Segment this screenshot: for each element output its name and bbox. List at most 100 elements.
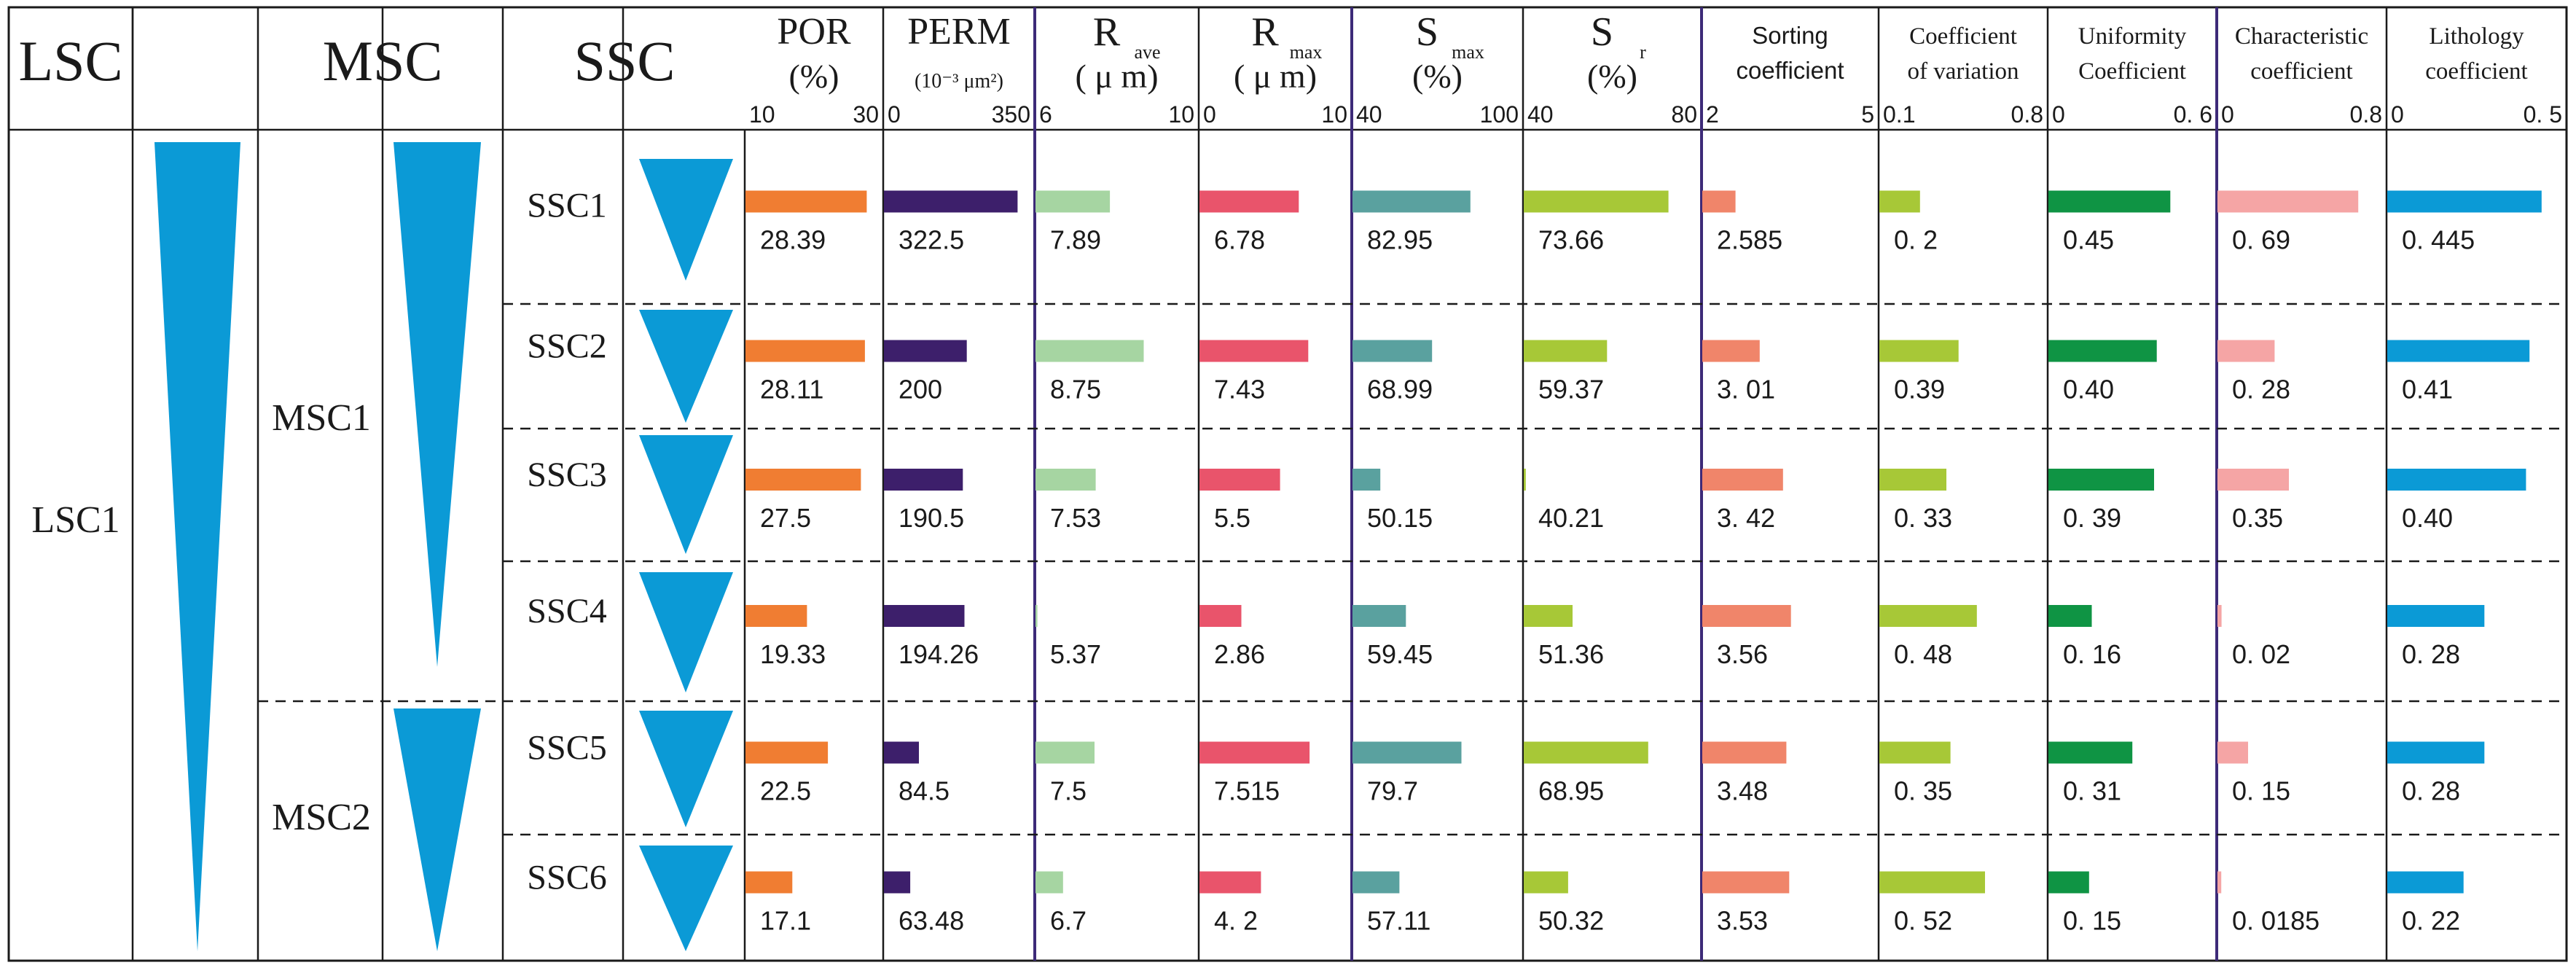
value-label-rmax: 7.43 <box>1214 375 1265 405</box>
column-unit: (%) <box>789 58 839 95</box>
bar-sort <box>1702 741 1787 764</box>
bar-sr <box>1524 190 1669 213</box>
value-label-rave: 5.37 <box>1050 639 1101 669</box>
axis-tick-max: 0.8 <box>2011 101 2043 128</box>
value-label-rave: 7.53 <box>1050 503 1101 533</box>
bar-rmax <box>1199 741 1310 764</box>
value-label-sr: 51.36 <box>1538 639 1604 669</box>
bar-rmax <box>1199 605 1242 627</box>
value-label-cov: 0. 48 <box>1894 639 1952 669</box>
column-title: POR <box>777 11 850 52</box>
bar-por <box>745 605 807 627</box>
value-label-por: 19.33 <box>760 639 826 669</box>
value-label-perm: 190.5 <box>899 503 964 533</box>
value-label-lith: 0. 22 <box>2402 906 2460 936</box>
bar-sr <box>1524 605 1573 627</box>
value-label-sort: 2.585 <box>1717 225 1782 255</box>
column-subscript: max <box>1290 42 1323 63</box>
table-frame <box>7 6 2568 962</box>
axis-tick-min: 0 <box>1203 101 1216 128</box>
axis-tick-min: 0 <box>888 101 901 128</box>
bar-perm <box>884 340 967 362</box>
bar-sr <box>1524 741 1648 764</box>
bar-sort <box>1702 605 1791 627</box>
value-label-sort: 3. 42 <box>1717 503 1775 533</box>
axis-tick-min: 0 <box>2391 101 2404 128</box>
bar-lith <box>2387 190 2542 213</box>
ssc-triangle <box>639 711 733 827</box>
value-label-char: 0. 28 <box>2232 375 2290 405</box>
bar-por <box>745 741 829 764</box>
ssc-header: SSC <box>574 29 676 93</box>
bar-char <box>2217 605 2222 627</box>
value-label-unif: 0.45 <box>2063 225 2114 255</box>
axis-tick-max: 5 <box>1861 101 1874 128</box>
column-unit: ( μ m) <box>1234 58 1317 95</box>
value-label-sr: 68.95 <box>1538 776 1604 806</box>
value-label-lith: 0.40 <box>2402 503 2453 533</box>
bar-char <box>2217 469 2289 491</box>
bar-unif <box>2048 605 2092 627</box>
value-label-smax: 82.95 <box>1367 225 1433 255</box>
lsc-header: LSC <box>18 29 122 93</box>
axis-tick-max: 0.8 <box>2350 101 2382 128</box>
lsc-label: LSC1 <box>31 499 120 541</box>
axis-tick-min: 0 <box>2221 101 2234 128</box>
column-title-line2: coefficient <box>2250 58 2352 85</box>
column-title-line2: of variation <box>1907 58 2019 85</box>
ssc-label: SSC1 <box>527 187 606 225</box>
msc-triangle <box>394 708 481 951</box>
bar-cov <box>1879 741 1951 764</box>
bar-perm <box>884 871 911 894</box>
value-label-char: 0.35 <box>2232 503 2283 533</box>
value-label-cov: 0.39 <box>1894 375 1945 405</box>
bar-cov <box>1879 469 1946 491</box>
value-label-rmax: 4. 2 <box>1214 906 1258 936</box>
bar-por <box>745 340 865 362</box>
column-title: Characteristic <box>2235 23 2368 50</box>
value-label-sort: 3.53 <box>1717 906 1768 936</box>
column-title-line2: coefficient <box>1737 57 1844 84</box>
bar-char <box>2217 741 2248 764</box>
bar-char <box>2217 190 2359 213</box>
msc-triangle <box>394 142 481 667</box>
bar-cov <box>1879 340 1959 362</box>
value-label-perm: 63.48 <box>899 906 964 936</box>
value-label-lith: 0. 28 <box>2402 776 2460 806</box>
value-label-perm: 194.26 <box>899 639 979 669</box>
column-title: S <box>1591 9 1613 55</box>
bar-smax <box>1352 340 1433 362</box>
value-label-lith: 0. 28 <box>2402 639 2460 669</box>
column-title: Sorting <box>1752 22 1828 49</box>
value-label-unif: 0.40 <box>2063 375 2114 405</box>
value-label-sr: 73.66 <box>1538 225 1604 255</box>
bar-unif <box>2048 741 2133 764</box>
value-label-rmax: 7.515 <box>1214 776 1280 806</box>
value-label-lith: 0.41 <box>2402 375 2453 405</box>
column-title: R <box>1093 9 1121 55</box>
bar-lith <box>2387 605 2485 627</box>
value-label-rave: 7.5 <box>1050 776 1087 806</box>
ssc-label: SSC4 <box>527 592 606 631</box>
bar-rmax <box>1199 340 1309 362</box>
bar-unif <box>2048 469 2154 491</box>
column-subscript: ave <box>1134 42 1160 63</box>
ssc-triangle <box>639 435 733 554</box>
value-label-cov: 0. 33 <box>1894 503 1952 533</box>
bar-rave <box>1036 871 1063 894</box>
column-title: Coefficient <box>1909 23 2017 50</box>
column-title: PERM <box>907 11 1011 52</box>
value-label-por: 17.1 <box>760 906 811 936</box>
bar-char <box>2217 871 2222 894</box>
bar-unif <box>2048 190 2171 213</box>
bar-rave <box>1036 190 1111 213</box>
column-title-line2: coefficient <box>2425 58 2527 85</box>
lsc-triangle <box>154 142 240 951</box>
bar-lith <box>2387 871 2464 894</box>
column-title: Lithology <box>2429 23 2524 50</box>
value-label-por: 28.11 <box>760 375 823 405</box>
value-label-smax: 68.99 <box>1367 375 1433 405</box>
value-label-char: 0. 0185 <box>2232 906 2319 936</box>
bar-smax <box>1352 741 1462 764</box>
